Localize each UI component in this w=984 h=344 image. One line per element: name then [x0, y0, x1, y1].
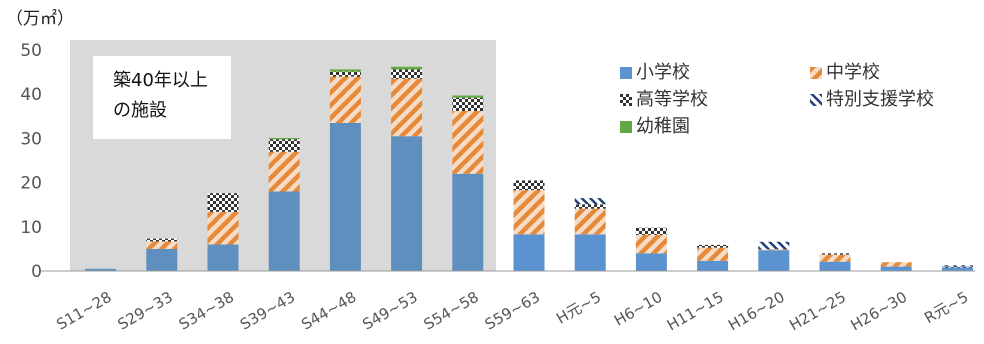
y-unit-label: （万㎡） — [6, 9, 74, 29]
bar-elementary — [452, 173, 484, 271]
bar-junior-high — [880, 262, 912, 267]
bar-junior-high — [452, 111, 484, 174]
bar-kindergarten — [268, 138, 300, 140]
x-tick-label: S29~33 — [115, 288, 176, 334]
bar-special-support — [574, 198, 606, 205]
bar-elementary — [819, 261, 851, 271]
bar-high-school — [146, 238, 178, 242]
legend-label-elementary: 小学校 — [636, 62, 690, 83]
legend-swatch-special-support — [810, 94, 822, 106]
bar-high-school — [635, 227, 667, 235]
bar-elementary — [146, 248, 178, 271]
bar-elementary — [635, 253, 667, 271]
bar-high-school — [329, 71, 361, 77]
legend-label-junior-high: 中学校 — [826, 62, 880, 83]
bar-high-school — [574, 204, 606, 209]
legend-item-junior-high: 中学校 — [810, 62, 880, 84]
x-tick-label: H6~10 — [611, 288, 665, 330]
bar-elementary — [697, 260, 729, 271]
bar-high-school — [391, 69, 423, 79]
x-tick-label: H元~5 — [553, 288, 604, 328]
old-facilities-annotation: 築40年以上 の施設 — [93, 56, 231, 139]
bar-high-school — [207, 193, 239, 212]
bar-high-school — [452, 97, 484, 111]
legend-item-kindergarten: 幼稚園 — [620, 116, 690, 138]
legend-swatch-high-school — [620, 94, 632, 106]
bar-junior-high — [268, 151, 300, 192]
x-tick-label: S11~28 — [53, 288, 114, 334]
bar-junior-high — [697, 247, 729, 261]
annotation-line2: の施設 — [113, 100, 167, 121]
bar-high-school — [819, 253, 851, 255]
x-tick-label: R元~5 — [921, 288, 971, 327]
bar-junior-high — [635, 234, 667, 254]
bar-elementary — [513, 234, 545, 271]
legend-label-high-school: 高等学校 — [636, 89, 708, 110]
x-axis: S11~28 S29~33 S34~38 S39~43 S44~48 S49~53 S54~… — [53, 288, 971, 335]
x-tick-label: H11~15 — [664, 288, 727, 335]
bar-elementary — [268, 191, 300, 271]
bar-junior-high — [329, 76, 361, 123]
legend-label-kindergarten: 幼稚園 — [636, 116, 690, 137]
x-tick-label: H21~25 — [786, 288, 849, 335]
x-tick-label: H26~30 — [847, 288, 910, 335]
legend-item-elementary: 小学校 — [620, 62, 690, 84]
x-tick-label: S59~63 — [482, 288, 543, 334]
legend-label-special-support: 特別支援学校 — [826, 89, 934, 110]
bar-junior-high — [391, 78, 423, 137]
bar-elementary — [941, 267, 973, 271]
bar-junior-high — [146, 241, 178, 249]
x-tick-label: S49~53 — [359, 288, 420, 334]
x-tick-label: S44~48 — [298, 288, 359, 334]
bar-high-school — [941, 266, 973, 268]
bar-junior-high — [819, 254, 851, 262]
y-tick-label: 40 — [20, 85, 42, 105]
bar-junior-high — [758, 249, 790, 251]
bar-kindergarten — [391, 66, 423, 70]
bar-special-support — [758, 241, 790, 250]
legend-item-special-support: 特別支援学校 — [810, 89, 934, 111]
x-tick-label: S54~58 — [421, 288, 482, 334]
legend-swatch-elementary — [620, 67, 632, 79]
bar-elementary — [207, 244, 239, 271]
bar-elementary — [391, 136, 423, 271]
bar-junior-high — [574, 208, 606, 235]
bar-kindergarten — [329, 69, 361, 72]
y-tick-label: 0 — [31, 262, 42, 282]
bar-kindergarten — [452, 95, 484, 98]
legend-swatch-junior-high — [810, 67, 822, 79]
x-tick-label: S39~43 — [237, 288, 298, 334]
y-tick-label: 30 — [20, 129, 42, 149]
y-axis: 0 10 20 30 40 50 — [20, 41, 42, 282]
y-tick-label: 10 — [20, 218, 42, 238]
bar-elementary — [880, 266, 912, 271]
bar-elementary — [329, 122, 361, 272]
bar-elementary — [85, 268, 117, 271]
bar-elementary — [574, 234, 606, 271]
bar-elementary — [758, 250, 790, 271]
x-tick-label: H16~20 — [725, 288, 788, 335]
y-tick-label: 50 — [20, 41, 42, 61]
y-tick-label: 20 — [20, 174, 42, 194]
bar-special-support — [941, 265, 973, 267]
annotation-line1: 築40年以上 — [113, 70, 208, 91]
bar-high-school — [697, 244, 729, 248]
legend-item-high-school: 高等学校 — [620, 89, 708, 111]
bar-junior-high — [207, 211, 239, 245]
x-tick-label: S34~38 — [176, 288, 237, 334]
bar-high-school — [268, 139, 300, 152]
bars-group — [85, 66, 973, 272]
legend-swatch-kindergarten — [620, 121, 632, 133]
bar-junior-high — [513, 190, 545, 235]
bar-high-school — [513, 180, 545, 191]
